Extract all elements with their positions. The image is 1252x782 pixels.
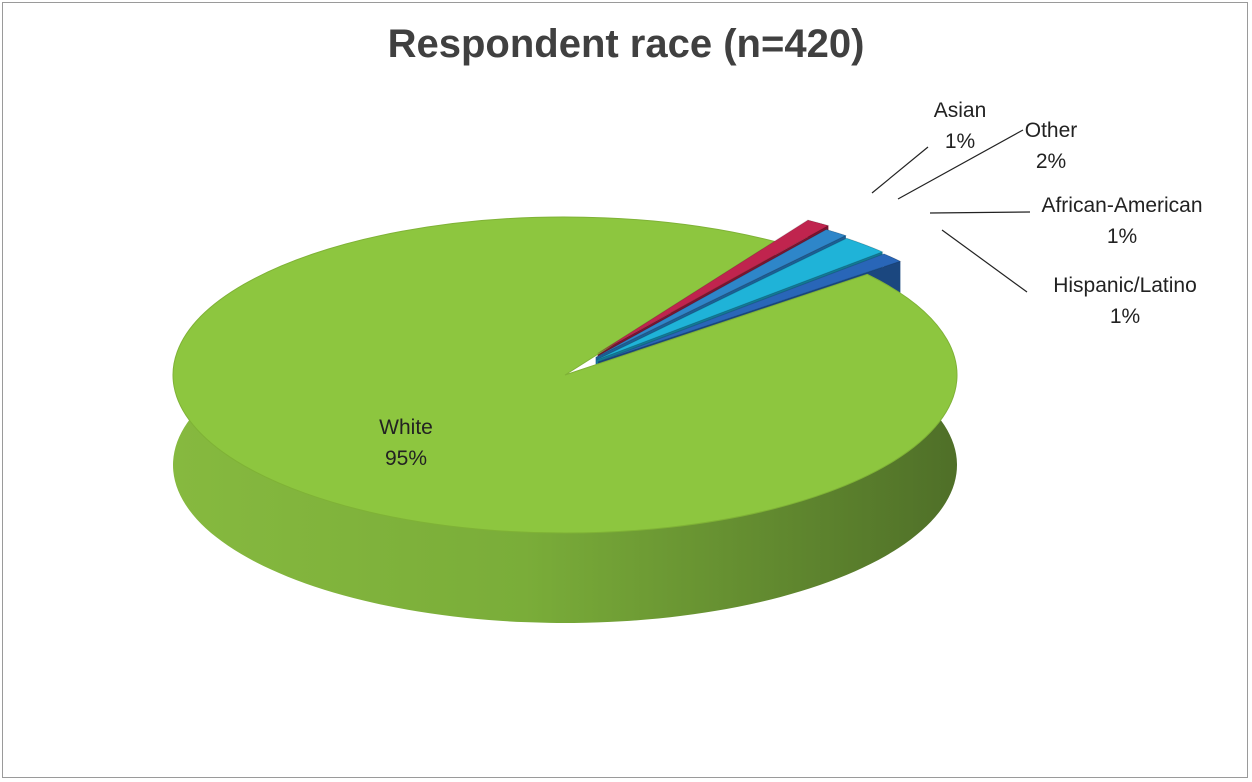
slice-label-name: White: [379, 416, 433, 439]
slice-labels: White 95% Hispanic/Latino 1% African-America…: [379, 99, 1202, 470]
slice-label-value: 1%: [945, 130, 975, 153]
slice-label-value: 1%: [1107, 225, 1137, 248]
chart-title: Respondent race (n=420): [387, 22, 865, 66]
leader-line-other: [897, 129, 1024, 200]
slice-label-value: 95%: [385, 447, 427, 470]
slice-label-name: Other: [1025, 119, 1078, 142]
pie-top-layer: [172, 216, 958, 534]
leader-lines: [871, 129, 1031, 293]
slice-label-name: African-American: [1041, 194, 1202, 217]
slice-label-name: Asian: [934, 99, 987, 122]
leader-line-hispanic-latino: [941, 229, 1028, 293]
slice-label-value: 2%: [1036, 150, 1066, 173]
pie-slice-other: [596, 237, 884, 361]
pie-slice-african-american: [595, 228, 848, 358]
leader-line-african-american: [929, 211, 1031, 214]
pie-slice-asian: [597, 253, 902, 363]
pie-slice-hispanic-latino: [597, 219, 830, 354]
pie-slice-white: [172, 216, 958, 534]
leader-line-asian: [871, 146, 929, 194]
slice-label-value: 1%: [1110, 305, 1140, 328]
slice-label-name: Hispanic/Latino: [1053, 274, 1197, 297]
